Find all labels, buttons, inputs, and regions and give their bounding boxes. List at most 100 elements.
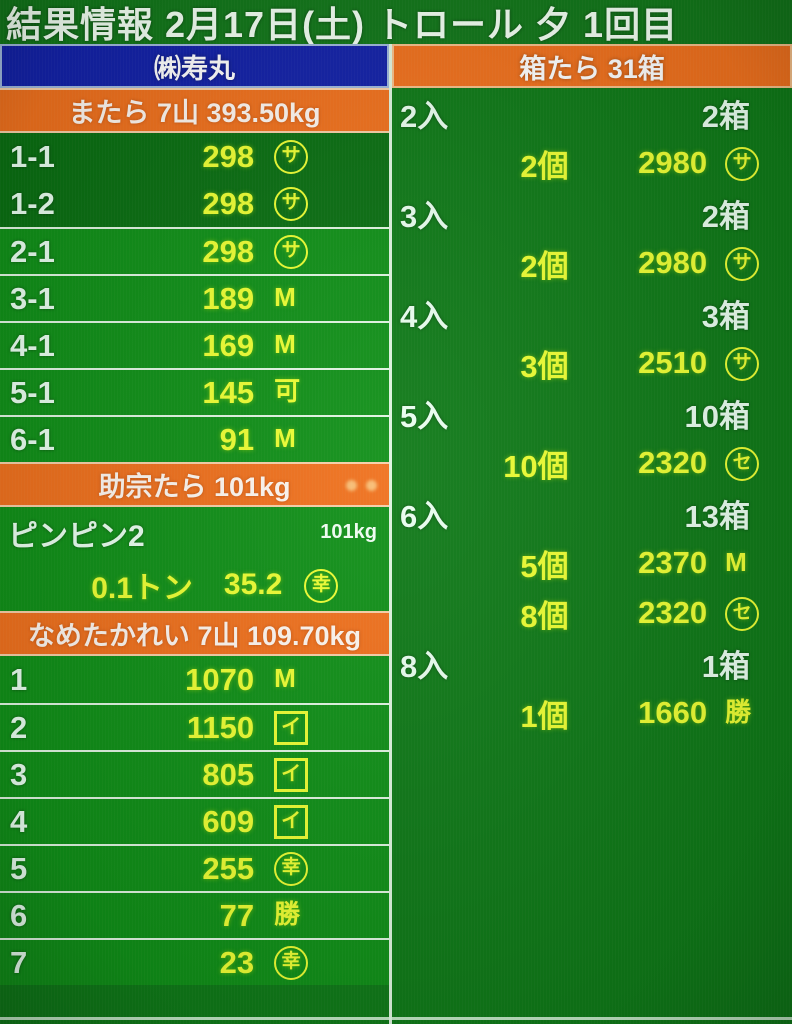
mark-plain-icon: 可: [274, 376, 301, 406]
box-group-header[interactable]: 5入 10箱: [392, 388, 792, 438]
box-mark: セ: [707, 596, 792, 631]
box-line-row[interactable]: 2個 2980 サ: [392, 238, 792, 288]
box-count: 3箱: [701, 298, 750, 334]
box-price: 2370: [638, 545, 708, 580]
box-group-header[interactable]: 4入 3箱: [392, 288, 792, 338]
box-mark: サ: [707, 346, 792, 381]
box-mark: セ: [707, 446, 792, 481]
row-value: 298: [202, 233, 255, 269]
box-size-label: 6入: [400, 498, 449, 534]
mark-circle-icon: サ: [725, 246, 760, 281]
box-size-label: 2入: [400, 98, 449, 134]
box-line-row[interactable]: 2個 2980 サ: [392, 138, 792, 188]
box-price: 2980: [638, 145, 708, 180]
row-value: 609: [202, 803, 255, 839]
box-quantity: 8個: [520, 598, 569, 634]
title-bar: 結果情報 2月17日(土) トロール 夕 1回目: [0, 0, 792, 44]
row-value: 91: [219, 421, 255, 457]
box-price: 2320: [638, 445, 708, 480]
table-row[interactable]: 1 1070 M: [0, 656, 389, 703]
row-mark: 幸: [254, 851, 389, 886]
box-quantity: 2個: [520, 248, 569, 284]
row-mark: 勝: [254, 901, 389, 930]
sub-item-name: ピンピン2: [8, 520, 145, 553]
box-group-header[interactable]: 2入 2箱: [392, 88, 792, 138]
mark-box-icon: イ: [274, 804, 309, 839]
row-mark: サ: [254, 186, 389, 221]
row-value: 255: [202, 850, 255, 886]
mark-plain-icon: M: [274, 329, 296, 359]
row-number: 7: [10, 944, 28, 980]
left-panel: ㈱寿丸 またら 7山 393.50kg 1-1 298 サ 1-2 298 サ 2-1 298 サ…: [0, 44, 392, 1024]
box-line-row[interactable]: 10個 2320 セ: [392, 438, 792, 488]
box-line-row[interactable]: 3個 2510 サ: [392, 338, 792, 388]
mark-plain-icon: M: [274, 282, 296, 312]
right-panel: 箱たら 31箱 2入 2箱 2個 2980 サ 3入 2箱 2個 2980 サ 4入 3箱 3個 2510…: [392, 44, 792, 1024]
mark-circle-icon: 幸: [274, 946, 309, 980]
row-value: 169: [202, 327, 255, 363]
row-mark: M: [254, 284, 389, 313]
row-value: 189: [202, 280, 255, 316]
row-mark: M: [254, 665, 389, 694]
box-count: 2箱: [701, 198, 750, 234]
table-row[interactable]: 1-1 298 サ: [0, 133, 389, 180]
table-row[interactable]: 4-1 169 M: [0, 321, 389, 368]
box-group-header[interactable]: 8入 1箱: [392, 638, 792, 688]
section-band-label: またら 7山 393.50kg: [68, 98, 321, 128]
box-count: 1箱: [701, 648, 750, 684]
right-groups: 2入 2箱 2個 2980 サ 3入 2箱 2個 2980 サ 4入 3箱 3個 2510 サ 5入 10箱 10…: [392, 88, 792, 738]
box-size-label: 4入: [400, 298, 449, 334]
box-line-row[interactable]: 8個 2320 セ: [392, 588, 792, 638]
row-mark: サ: [254, 139, 389, 174]
table-row[interactable]: 7 23 幸: [0, 938, 389, 985]
row-mark: M: [254, 331, 389, 360]
box-line-row[interactable]: 5個 2370 M: [392, 538, 792, 588]
box-size-label: 3入: [400, 198, 449, 234]
mark-box-icon: イ: [274, 710, 309, 745]
table-row[interactable]: 1-2 298 サ: [0, 180, 389, 227]
box-group-header[interactable]: 6入 13箱: [392, 488, 792, 538]
sub-item-row[interactable]: ピンピン2 101kg: [0, 507, 389, 559]
table-row[interactable]: 5 255 幸: [0, 844, 389, 891]
row-value: 298: [202, 185, 255, 221]
box-quantity: 3個: [520, 348, 569, 384]
section-band-label: 助宗たら 101kg: [98, 472, 291, 502]
bottom-border: [0, 1017, 792, 1020]
results-panels: ㈱寿丸 またら 7山 393.50kg 1-1 298 サ 1-2 298 サ 2-1 298 サ…: [0, 44, 792, 1024]
mark-plain-icon: M: [274, 663, 296, 693]
mark-plain-icon: 勝: [725, 696, 752, 727]
table-row[interactable]: 3 805 イ: [0, 750, 389, 797]
table-row[interactable]: 4 609 イ: [0, 797, 389, 844]
box-count: 2箱: [701, 98, 750, 134]
row-value: 805: [202, 756, 255, 792]
row-mark: イ: [254, 710, 389, 745]
row-number: 2: [10, 709, 28, 745]
section-band: またら 7山 393.50kg: [0, 88, 389, 133]
table-row[interactable]: 3-1 189 M: [0, 274, 389, 321]
row-mark: イ: [254, 804, 389, 839]
row-mark: 可: [254, 378, 389, 407]
box-size-label: 8入: [400, 648, 449, 684]
table-row[interactable]: 6-1 91 M: [0, 415, 389, 462]
box-mark: M: [707, 549, 792, 578]
sub-item-detail-row[interactable]: 0.1トン 35.2 幸: [0, 559, 389, 611]
row-number: 6-1: [10, 421, 55, 457]
box-quantity: 1個: [520, 698, 569, 734]
box-line-row[interactable]: 1個 1660 勝: [392, 688, 792, 738]
section-band: なめたかれい 7山 109.70kg: [0, 611, 389, 656]
row-value: 77: [219, 897, 255, 933]
table-row[interactable]: 5-1 145 可: [0, 368, 389, 415]
box-count: 13箱: [684, 498, 750, 534]
screen-glare: [346, 480, 357, 491]
detail-amount: 35.2: [223, 568, 283, 601]
row-number: 3: [10, 756, 28, 792]
table-row[interactable]: 2 1150 イ: [0, 703, 389, 750]
row-number: 2-1: [10, 233, 55, 269]
screen-glare: [366, 480, 377, 491]
row-number: 6: [10, 897, 28, 933]
box-price: 2510: [638, 345, 708, 380]
table-row[interactable]: 6 77 勝: [0, 891, 389, 938]
row-mark: イ: [254, 757, 389, 792]
box-group-header[interactable]: 3入 2箱: [392, 188, 792, 238]
table-row[interactable]: 2-1 298 サ: [0, 227, 389, 274]
